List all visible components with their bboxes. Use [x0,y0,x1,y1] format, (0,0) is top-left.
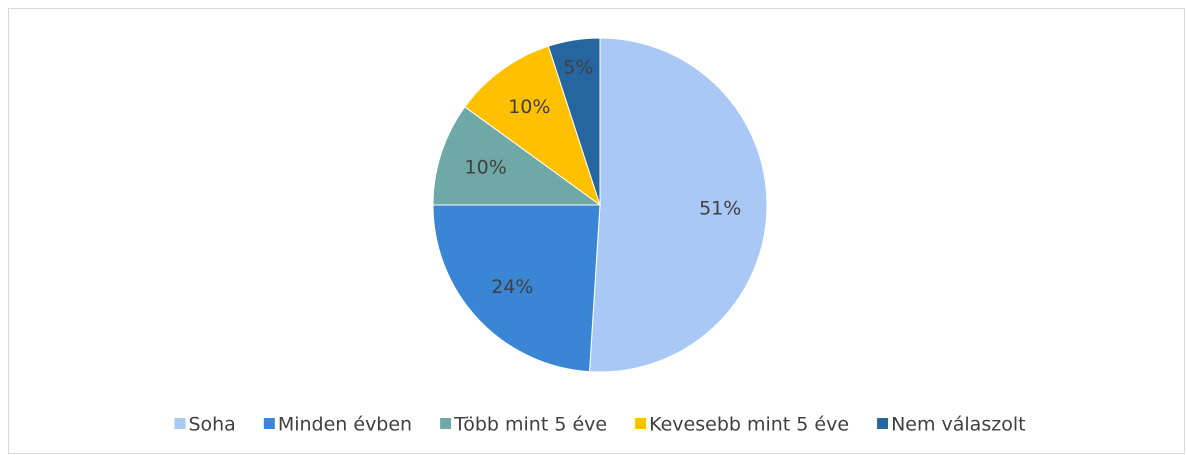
data-label: 24% [491,276,533,298]
data-label: 10% [508,96,550,118]
legend-label: Minden évben [278,414,412,436]
legend-swatch [263,418,275,429]
pie-slice [432,204,601,373]
pie-slice [588,37,768,373]
legend-label: Soha [188,414,235,436]
data-label: 10% [465,156,507,178]
legend-label: Kevesebb mint 5 éve [649,414,849,436]
data-label: 5% [563,57,593,79]
legend-label: Nem válaszolt [891,414,1025,436]
legend-swatch [635,418,647,429]
legend-swatch [174,418,186,429]
pie-slice [432,106,602,206]
data-label: 51% [699,197,741,219]
pie-slice [547,37,601,206]
legend-label: Több mint 5 éve [453,414,607,436]
pie-slice [464,45,601,207]
legend-swatch [877,418,889,429]
legend-swatch [440,418,452,429]
